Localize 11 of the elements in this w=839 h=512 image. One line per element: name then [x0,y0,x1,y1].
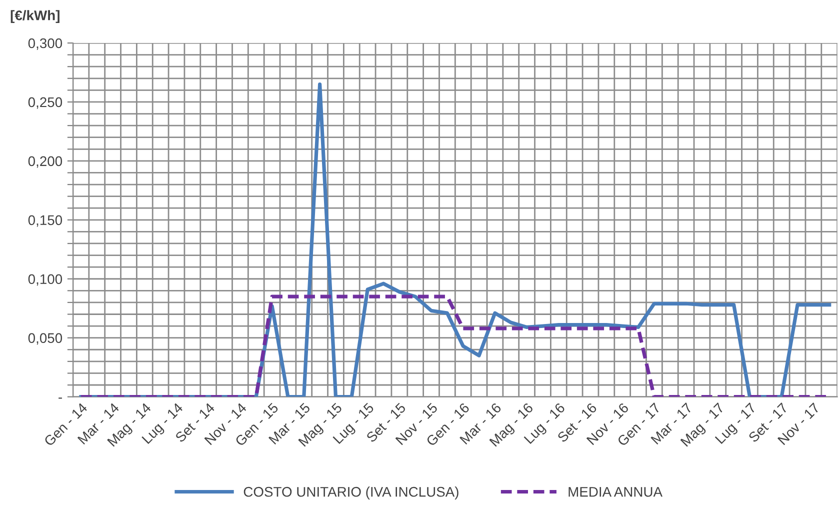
y-tick-label: 0,250 [28,97,62,109]
y-tick-label: 0,050 [28,333,62,345]
y-tick-label: - [58,398,62,399]
legend-label: COSTO UNITARIO (IVA INCLUSA) [244,486,458,500]
y-tick-label: 0,150 [28,215,62,227]
y-tick-label: 0,100 [28,274,62,286]
y-tick-label: 0,300 [28,38,62,50]
y-tick-label: 0,200 [28,156,62,168]
legend-label: MEDIA ANNUA [568,487,662,497]
y-axis-title: [€/kWh] [10,10,60,24]
line-series [79,82,832,397]
